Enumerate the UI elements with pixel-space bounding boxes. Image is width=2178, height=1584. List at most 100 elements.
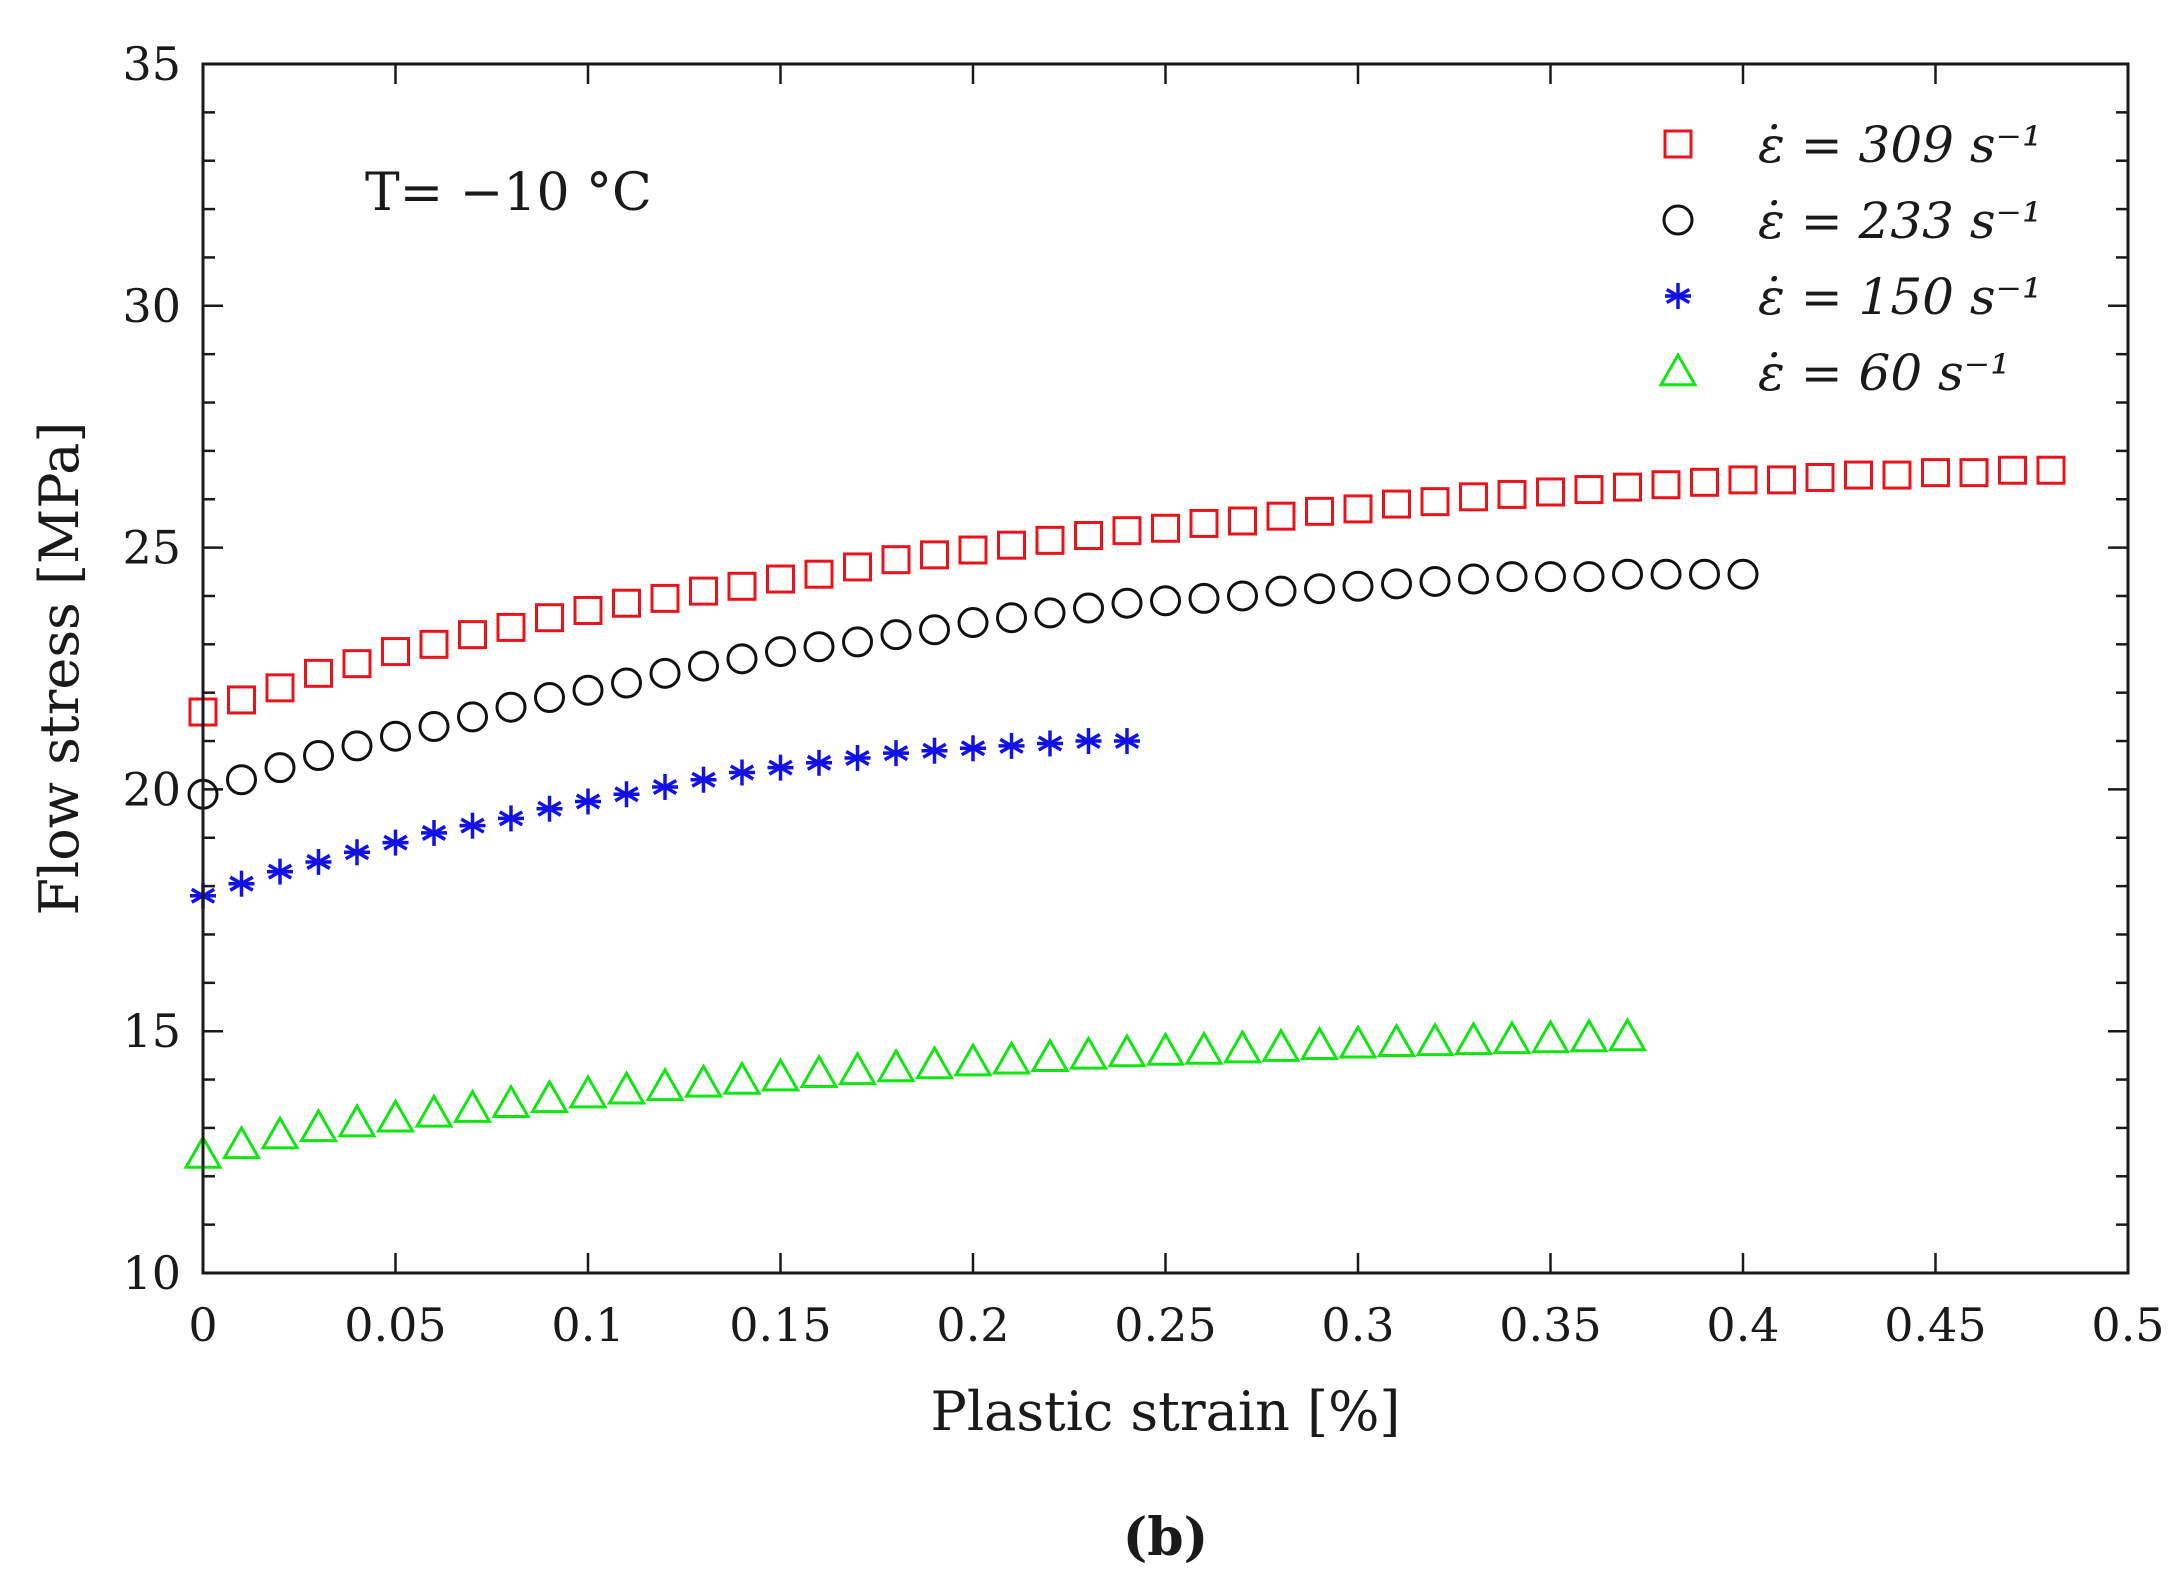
series-triangle bbox=[183, 1016, 1648, 1169]
data-point-triangle bbox=[1068, 1035, 1109, 1070]
data-point-triangle bbox=[1415, 1021, 1455, 1057]
data-point-triangle bbox=[991, 1040, 1032, 1075]
data-point-asterisk bbox=[498, 805, 524, 832]
data-point-circle bbox=[341, 730, 373, 762]
x-tick-label: 0 bbox=[188, 1298, 217, 1352]
data-point-circle bbox=[957, 607, 989, 639]
x-tick-label: 0.2 bbox=[936, 1298, 1009, 1352]
data-point-square bbox=[1651, 470, 1681, 500]
data-point-circle bbox=[380, 720, 411, 752]
data-point-circle bbox=[996, 602, 1027, 634]
data-point-triangle bbox=[260, 1115, 300, 1150]
data-point-circle bbox=[457, 701, 488, 733]
data-point-triangle bbox=[1569, 1017, 1609, 1053]
data-point-circle bbox=[765, 636, 796, 668]
data-point-square bbox=[727, 571, 757, 601]
data-point-square bbox=[1536, 477, 1565, 507]
data-point-circle bbox=[842, 626, 873, 658]
data-point-square bbox=[1266, 501, 1296, 531]
data-point-square bbox=[650, 583, 680, 613]
data-point-square bbox=[958, 535, 988, 565]
legend-label: ε̇ = 309 s⁻¹ bbox=[1758, 116, 2042, 174]
series-asterisk bbox=[190, 728, 1140, 909]
data-point-circle bbox=[611, 667, 642, 699]
data-point-circle bbox=[572, 674, 604, 706]
legend-label: ε̇ = 150 s⁻¹ bbox=[1758, 268, 2042, 326]
legend-marker-triangle bbox=[1658, 351, 1698, 387]
data-point-circle bbox=[803, 631, 835, 663]
y-axis-title: Flow stress [MPa] bbox=[28, 422, 91, 916]
data-point-triangle bbox=[1338, 1024, 1378, 1059]
x-tick-label: 0.5 bbox=[2091, 1298, 2164, 1352]
legend: ε̇ = 309 s⁻¹ ε̇ = 233 s⁻¹ ε̇ = 150 s⁻¹ ε̇ =… bbox=[1658, 116, 2042, 402]
x-tick-label: 0.35 bbox=[1499, 1298, 1601, 1352]
data-point-square bbox=[1151, 513, 1180, 543]
data-point-triangle bbox=[568, 1074, 608, 1109]
data-point-square bbox=[1497, 479, 1527, 509]
data-point-square bbox=[1305, 496, 1334, 526]
plot-frame bbox=[201, 62, 2130, 1275]
data-point-square bbox=[1574, 475, 1604, 505]
data-points-layer bbox=[183, 455, 2066, 1169]
data-point-circle bbox=[1419, 565, 1451, 597]
data-point-triangle bbox=[799, 1053, 839, 1089]
data-point-square bbox=[1420, 487, 1450, 517]
data-point-triangle bbox=[375, 1098, 416, 1133]
legend-entry: ε̇ = 60 s⁻¹ bbox=[1658, 344, 2010, 402]
data-point-triangle bbox=[1453, 1020, 1494, 1056]
data-point-circle bbox=[1304, 573, 1335, 605]
data-point-asterisk bbox=[1075, 728, 1102, 755]
data-point-circle bbox=[1689, 558, 1720, 590]
legend-entry: ε̇ = 150 s⁻¹ bbox=[1665, 268, 2042, 326]
temperature-annotation: T= −10 °C bbox=[365, 163, 652, 223]
y-tick-label: 20 bbox=[122, 762, 181, 816]
data-point-asterisk bbox=[228, 870, 255, 897]
data-point-triangle bbox=[1107, 1032, 1147, 1068]
data-point-square bbox=[1882, 460, 1912, 490]
data-point-square bbox=[766, 564, 795, 594]
series-square bbox=[188, 455, 2066, 727]
data-point-circle bbox=[303, 740, 334, 772]
x-tick-label: 0.1 bbox=[551, 1298, 624, 1352]
data-point-circle bbox=[1265, 575, 1297, 607]
legend-marker-asterisk bbox=[1665, 283, 1691, 309]
tick-labels-layer: 0 0.05 0.1 0.15 0.2 0.25 0.3 0.35 0.4 0.45 0.5 10 15… bbox=[122, 37, 2164, 1352]
x-tick-label: 0.3 bbox=[1321, 1298, 1394, 1352]
series-circle bbox=[187, 558, 1759, 810]
data-point-triangle bbox=[529, 1078, 570, 1114]
data-point-square bbox=[1959, 458, 1989, 488]
legend-label: ε̇ = 233 s⁻¹ bbox=[1758, 192, 2042, 250]
data-point-square bbox=[535, 603, 564, 633]
data-point-square bbox=[342, 649, 372, 679]
legend-label: ε̇ = 60 s⁻¹ bbox=[1758, 344, 2010, 402]
data-point-triangle bbox=[1607, 1016, 1648, 1052]
x-tick-label: 0.25 bbox=[1114, 1298, 1216, 1352]
data-point-circle bbox=[1458, 563, 1489, 595]
data-point-triangle bbox=[491, 1083, 531, 1118]
data-point-asterisk bbox=[421, 819, 447, 846]
data-point-triangle bbox=[1145, 1031, 1186, 1066]
legend-marker-circle bbox=[1662, 204, 1694, 236]
x-tick-label: 0.15 bbox=[729, 1298, 831, 1352]
data-point-square bbox=[304, 658, 333, 688]
data-point-asterisk bbox=[652, 773, 678, 800]
data-point-triangle bbox=[414, 1093, 454, 1128]
data-point-triangle bbox=[1261, 1027, 1301, 1062]
data-point-asterisk bbox=[883, 740, 909, 767]
y-tick-label: 30 bbox=[122, 279, 181, 333]
data-point-square bbox=[1728, 465, 1758, 495]
data-point-circle bbox=[1034, 597, 1066, 629]
data-point-square bbox=[496, 612, 526, 642]
data-point-square bbox=[1035, 525, 1065, 555]
data-point-circle bbox=[226, 764, 257, 796]
data-point-circle bbox=[880, 619, 912, 651]
data-point-circle bbox=[534, 682, 565, 714]
data-point-square bbox=[1228, 506, 1257, 536]
data-point-square bbox=[1767, 465, 1796, 495]
data-point-square bbox=[881, 545, 911, 575]
data-point-triangle bbox=[337, 1103, 377, 1138]
data-point-asterisk bbox=[998, 732, 1025, 759]
data-point-triangle bbox=[1376, 1022, 1417, 1058]
